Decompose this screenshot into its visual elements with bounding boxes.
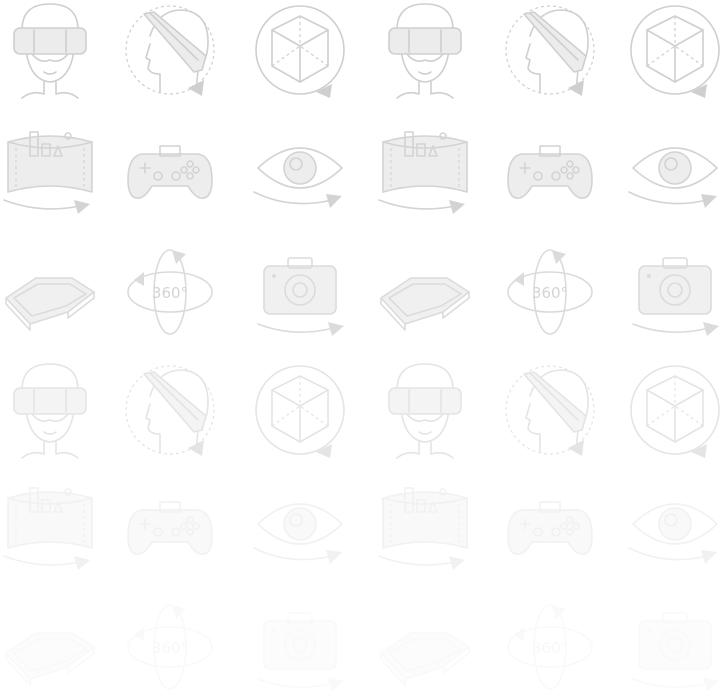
camera-360-icon bbox=[625, 595, 720, 695]
vr-goggles-icon bbox=[0, 240, 100, 340]
vr-goggles-icon bbox=[375, 595, 475, 695]
label-360: 360° bbox=[152, 284, 188, 302]
vr-headset-front-icon bbox=[0, 360, 100, 460]
gamepad-icon bbox=[120, 122, 220, 222]
camera-360-icon bbox=[625, 240, 720, 340]
panorama-city-icon bbox=[0, 122, 100, 222]
panorama-city-icon bbox=[375, 122, 475, 222]
camera-360-icon bbox=[250, 240, 350, 340]
vr-headset-front-icon bbox=[375, 360, 475, 460]
vr-headset-front-icon bbox=[0, 0, 100, 100]
rotate-360-icon: 360° bbox=[120, 595, 220, 695]
gamepad-icon bbox=[120, 478, 220, 578]
vr-icon-sheet: 360° 360° bbox=[0, 0, 720, 578]
eye-rotate-icon bbox=[625, 122, 720, 222]
eye-rotate-icon bbox=[250, 478, 350, 578]
panorama-city-icon bbox=[0, 478, 100, 578]
label-360: 360° bbox=[152, 639, 188, 657]
cube-360-icon bbox=[625, 360, 720, 460]
cube-360-icon bbox=[250, 0, 350, 100]
rotate-360-icon: 360° bbox=[120, 240, 220, 340]
vr-headset-front-icon bbox=[375, 0, 475, 100]
head-rotate-icon bbox=[120, 0, 220, 100]
rotate-360-icon: 360° bbox=[500, 240, 600, 340]
head-rotate-icon bbox=[500, 0, 600, 100]
label-360: 360° bbox=[532, 284, 568, 302]
vr-goggles-icon bbox=[0, 595, 100, 695]
rotate-360-icon: 360° bbox=[500, 595, 600, 695]
vr-goggles-icon bbox=[375, 240, 475, 340]
gamepad-icon bbox=[500, 478, 600, 578]
camera-360-icon bbox=[250, 595, 350, 695]
head-rotate-icon bbox=[120, 360, 220, 460]
head-rotate-icon bbox=[500, 360, 600, 460]
panorama-city-icon bbox=[375, 478, 475, 578]
gamepad-icon bbox=[500, 122, 600, 222]
label-360: 360° bbox=[532, 639, 568, 657]
cube-360-icon bbox=[250, 360, 350, 460]
cube-360-icon bbox=[625, 0, 720, 100]
eye-rotate-icon bbox=[625, 478, 720, 578]
eye-rotate-icon bbox=[250, 122, 350, 222]
